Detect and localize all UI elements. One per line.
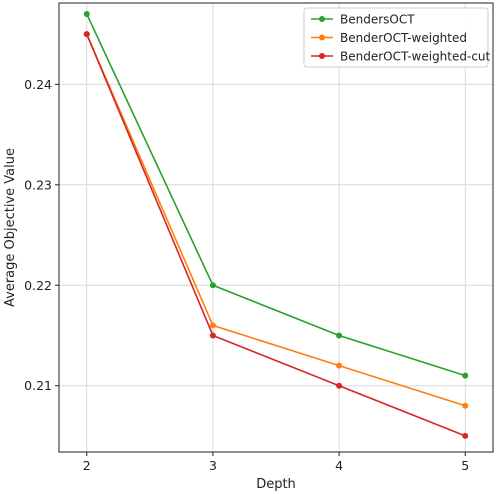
x-axis-label: Depth <box>256 477 296 492</box>
data-point <box>336 382 343 389</box>
legend-box <box>303 7 489 68</box>
legend-marker <box>319 16 325 22</box>
legend: BendersOCT BenderOCT-weighted BenderOCT-we… <box>303 7 491 68</box>
data-point <box>209 332 216 339</box>
series-layer <box>83 11 469 439</box>
y-tick-label: 0.24 <box>24 77 52 92</box>
x-tick-label: 4 <box>335 458 343 473</box>
data-point <box>336 362 343 369</box>
y-axis-label: Average Objective Value <box>3 148 18 307</box>
data-point <box>462 402 469 409</box>
data-point <box>209 282 216 289</box>
series-line <box>86 13 466 377</box>
series-line <box>86 33 466 437</box>
legend-label: BendersOCT <box>340 12 415 26</box>
plot-frame <box>58 2 494 453</box>
legend-marker <box>319 34 325 41</box>
data-point <box>83 31 90 38</box>
grid <box>59 3 493 452</box>
x-tick-label: 3 <box>209 458 217 473</box>
data-point <box>336 332 343 339</box>
y-tick-label: 0.23 <box>24 177 52 192</box>
y-tick-label: 0.21 <box>24 378 52 393</box>
legend-label: BenderOCT-weighted <box>340 31 467 45</box>
x-tick-label: 5 <box>461 458 469 473</box>
data-point <box>83 11 90 18</box>
data-point <box>462 372 469 379</box>
x-tick-label: 2 <box>83 458 91 473</box>
legend-marker <box>319 53 325 59</box>
y-tick-label: 0.22 <box>24 278 52 293</box>
ticks: 2 3 4 5 0.21 0.22 0.23 0.24 <box>24 77 469 473</box>
data-point <box>209 322 216 329</box>
data-point <box>462 432 469 439</box>
series-line <box>86 33 466 407</box>
legend-label: BenderOCT-weighted-cut <box>340 49 491 63</box>
